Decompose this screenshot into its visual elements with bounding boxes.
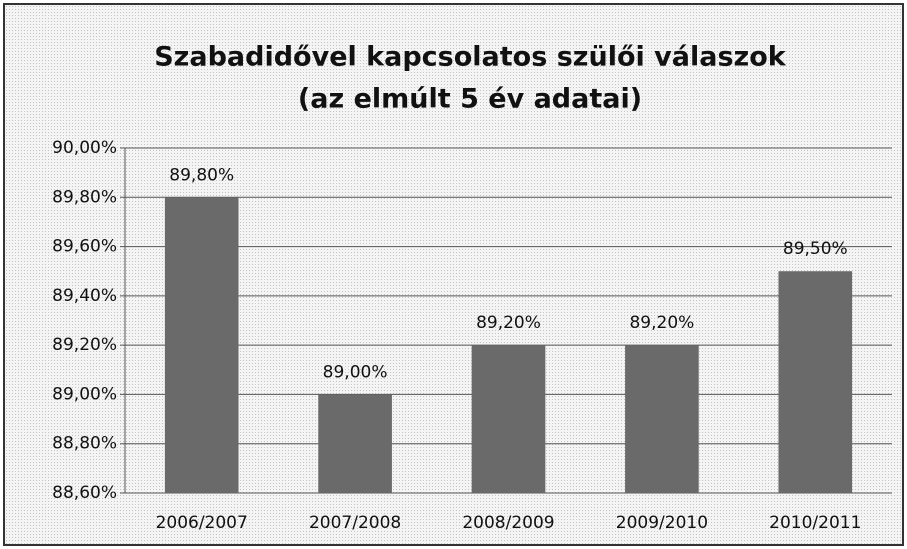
x-tick-label: 2009/2010	[616, 513, 708, 533]
x-tick-label: 2006/2007	[156, 513, 248, 533]
y-tick-label: 89,40%	[52, 286, 117, 306]
y-tick-label: 89,60%	[52, 237, 117, 257]
bar	[778, 271, 853, 493]
x-tick-label: 2010/2011	[769, 513, 861, 533]
bar	[164, 197, 239, 494]
data-label: 89,80%	[169, 165, 234, 185]
y-tick-label: 88,80%	[52, 434, 117, 454]
data-label: 89,20%	[629, 313, 694, 333]
bar	[471, 345, 546, 493]
data-label: 89,00%	[323, 362, 388, 382]
chart-subtitle: (az elmúlt 5 év adatai)	[298, 84, 642, 115]
bar	[318, 394, 392, 493]
y-tick-label: 89,20%	[52, 335, 117, 355]
data-label: 89,20%	[476, 313, 541, 333]
data-label: 89,50%	[783, 239, 848, 259]
chart-title: Szabadidővel kapcsolatos szülői válaszok	[154, 42, 787, 73]
y-tick-label: 89,80%	[52, 187, 117, 207]
y-tick-label: 88,60%	[52, 483, 117, 503]
x-tick-label: 2007/2008	[309, 513, 401, 533]
chart-frame	[3, 3, 904, 546]
y-tick-label: 90,00%	[52, 138, 117, 158]
bar	[625, 345, 699, 493]
x-tick-label: 2008/2009	[462, 513, 554, 533]
y-tick-label: 89,00%	[52, 384, 117, 404]
